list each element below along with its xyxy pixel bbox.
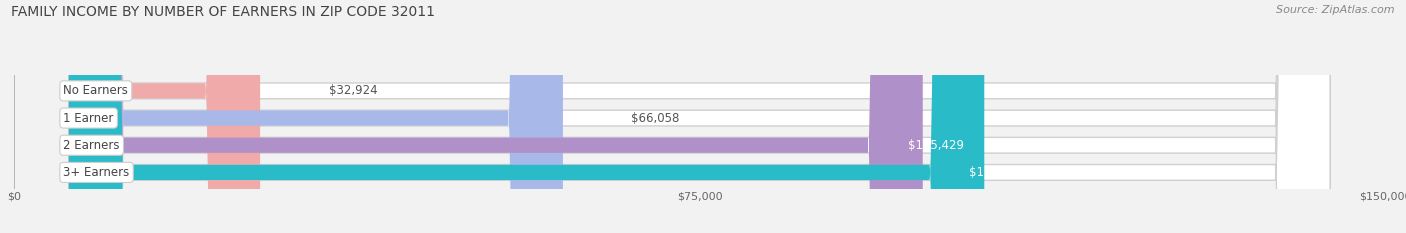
Text: $112,163: $112,163 — [969, 166, 1025, 179]
Text: 1 Earner: 1 Earner — [63, 112, 114, 125]
Text: FAMILY INCOME BY NUMBER OF EARNERS IN ZIP CODE 32011: FAMILY INCOME BY NUMBER OF EARNERS IN ZI… — [11, 5, 436, 19]
Text: $32,924: $32,924 — [329, 84, 377, 97]
Text: 2 Earners: 2 Earners — [63, 139, 120, 152]
FancyBboxPatch shape — [69, 0, 1330, 233]
FancyBboxPatch shape — [69, 0, 562, 233]
Text: Source: ZipAtlas.com: Source: ZipAtlas.com — [1277, 5, 1395, 15]
FancyBboxPatch shape — [69, 0, 1330, 233]
Text: $66,058: $66,058 — [631, 112, 681, 125]
FancyBboxPatch shape — [69, 0, 984, 233]
FancyBboxPatch shape — [69, 0, 260, 233]
FancyBboxPatch shape — [69, 0, 1330, 233]
Text: No Earners: No Earners — [63, 84, 128, 97]
FancyBboxPatch shape — [69, 0, 922, 233]
Text: 3+ Earners: 3+ Earners — [63, 166, 129, 179]
FancyBboxPatch shape — [69, 0, 1330, 233]
Text: $105,429: $105,429 — [908, 139, 965, 152]
